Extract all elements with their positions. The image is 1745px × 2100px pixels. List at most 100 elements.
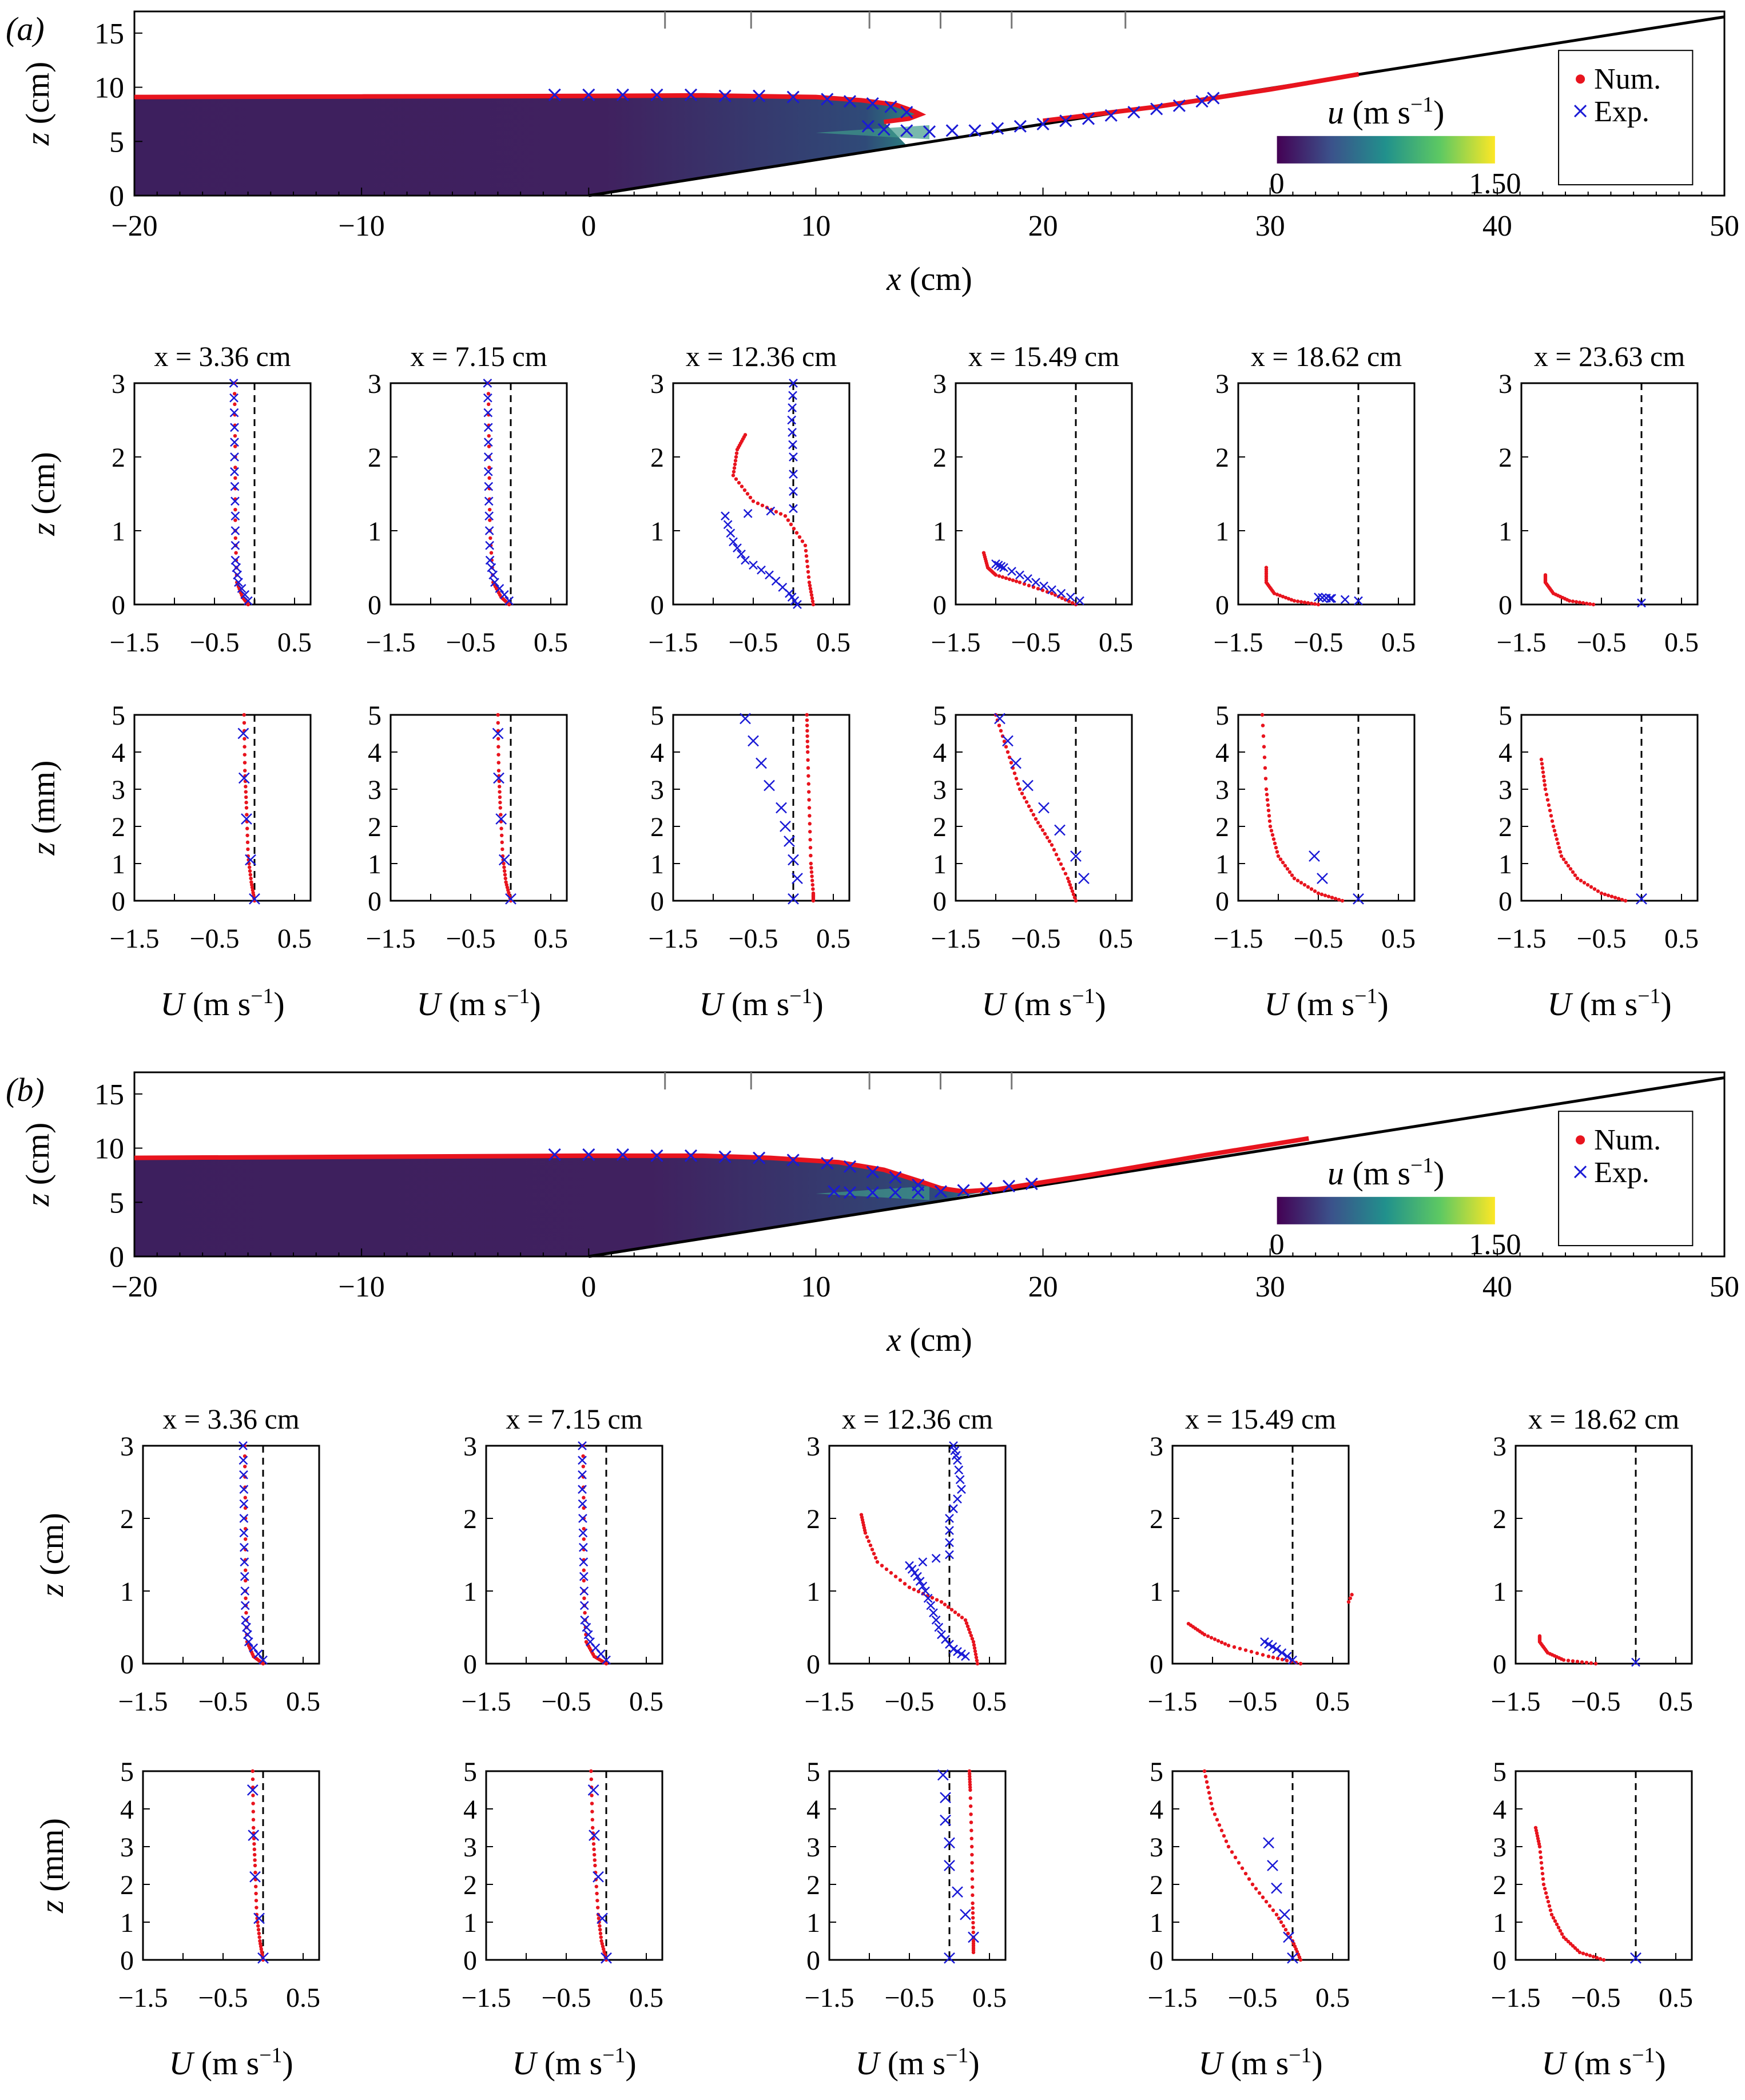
numerical-point: [503, 869, 507, 873]
numerical-point: [1302, 882, 1307, 887]
y-tick-label: 3: [463, 1832, 477, 1863]
numerical-point: [808, 587, 813, 591]
y-tick-label: 4: [1150, 1795, 1163, 1825]
numerical-point: [1346, 1600, 1351, 1604]
numerical-point: [243, 737, 247, 741]
y-tick-label: 3: [933, 369, 947, 399]
experimental-point: [498, 854, 510, 866]
numerical-point: [806, 782, 811, 786]
numerical-point: [806, 758, 810, 762]
experimental-point: [843, 95, 857, 108]
numerical-point: [1267, 1904, 1272, 1908]
numerical-point: [1306, 601, 1310, 605]
numerical-point: [807, 798, 811, 802]
numerical-point: [1564, 1937, 1568, 1942]
numerical-point: [244, 806, 249, 810]
x-tick-label: 0.5: [1664, 627, 1699, 658]
x-tick-label: −0.5: [198, 1983, 248, 2013]
experimental-point: [991, 122, 1004, 135]
numerical-point: [1260, 713, 1265, 717]
numerical-point: [487, 433, 491, 438]
numerical-point: [242, 721, 247, 725]
y-tick-label: 2: [120, 1504, 134, 1534]
y-tick-label: 2: [1498, 443, 1512, 473]
numerical-point: [1541, 770, 1545, 774]
numerical-point: [732, 466, 737, 470]
x-axis-label-part: (cm): [901, 260, 972, 297]
profile-0-mm-4: −1.5 −0.5 0.5 0 1 2 3 4 5 U (m s−1): [1213, 701, 1416, 1023]
experimental-point: [954, 1465, 964, 1475]
numerical-point: [1313, 602, 1317, 606]
numerical-point: [598, 1931, 603, 1935]
numerical-point: [806, 766, 810, 770]
x-axis-label-part: x: [886, 1321, 901, 1358]
y-tick-label: 1: [1493, 1577, 1506, 1607]
x-tick-label: 0.5: [286, 1983, 320, 2013]
legend-num-label: Num.: [1594, 1124, 1661, 1156]
numerical-point: [1295, 878, 1300, 882]
numerical-point: [1302, 600, 1307, 604]
numerical-point: [251, 1769, 255, 1773]
numerical-point: [1247, 1877, 1251, 1881]
y-tick-label: 4: [650, 738, 664, 768]
numerical-point: [1047, 839, 1052, 844]
numerical-point: [804, 548, 808, 553]
x-tick-label: 0.5: [1659, 1687, 1693, 1717]
numerical-point: [810, 596, 814, 600]
numerical-point: [1230, 1850, 1234, 1854]
profile-x-axis-label-part: −1: [945, 2043, 968, 2067]
numerical-point: [251, 1801, 255, 1805]
x-tick-label: 0: [581, 210, 596, 242]
experimental-point: [1287, 1952, 1298, 1964]
experimental-point: [492, 727, 504, 739]
numerical-point: [1545, 798, 1550, 802]
profile-x-axis-label-part: ): [1095, 985, 1106, 1023]
numerical-point: [734, 455, 738, 459]
numerical-point: [968, 1630, 972, 1634]
experimental-point: [249, 893, 260, 905]
x-tick-label: −1.5: [648, 627, 698, 658]
experimental-point: [921, 1586, 930, 1596]
numerical-point: [1014, 579, 1019, 583]
experimental-point: [1637, 598, 1646, 608]
numerical-point: [1202, 1769, 1207, 1773]
profile-x-axis-label-part: ): [625, 2045, 636, 2082]
numerical-point: [244, 1610, 248, 1615]
experimental-point: [579, 1586, 589, 1596]
numerical-point: [732, 470, 736, 474]
experimental-point: [929, 1608, 938, 1617]
x-tick-label: −1.5: [1490, 1687, 1540, 1717]
experimental-point: [945, 1526, 954, 1536]
numerical-point: [1255, 1651, 1259, 1656]
numerical-point: [969, 1804, 973, 1808]
numerical-point: [253, 1852, 257, 1857]
y-tick-label: 2: [650, 443, 664, 473]
numerical-point: [803, 543, 808, 547]
y-tick-label: 0: [806, 1649, 820, 1680]
y-tick-label: 5: [368, 701, 381, 731]
numerical-point: [1002, 739, 1007, 743]
numerical-point: [1319, 892, 1324, 897]
y-tick-label: 2: [368, 812, 381, 842]
numerical-point: [943, 1602, 947, 1606]
experimental-point: [953, 1646, 962, 1656]
numerical-point: [1005, 750, 1010, 754]
numerical-point: [233, 507, 237, 512]
experimental-point: [490, 578, 499, 587]
numerical-point: [1561, 857, 1566, 861]
numerical-point: [734, 451, 739, 455]
y-axis-label-part: (cm): [19, 1123, 56, 1194]
numerical-point: [810, 599, 815, 603]
x-axis-label-part: (cm): [901, 1321, 972, 1358]
legend-exp-label: Exp.: [1594, 96, 1649, 128]
experimental-point: [579, 1572, 589, 1581]
numerical-point: [1585, 882, 1590, 887]
numerical-point: [1558, 850, 1563, 854]
experimental-point: [937, 1630, 946, 1640]
numerical-point: [496, 745, 500, 749]
numerical-point: [244, 790, 248, 794]
y-tick-label: 2: [806, 1870, 820, 1900]
numerical-point: [499, 813, 503, 817]
experimental-point: [821, 1157, 834, 1170]
experimental-point: [247, 1784, 259, 1796]
